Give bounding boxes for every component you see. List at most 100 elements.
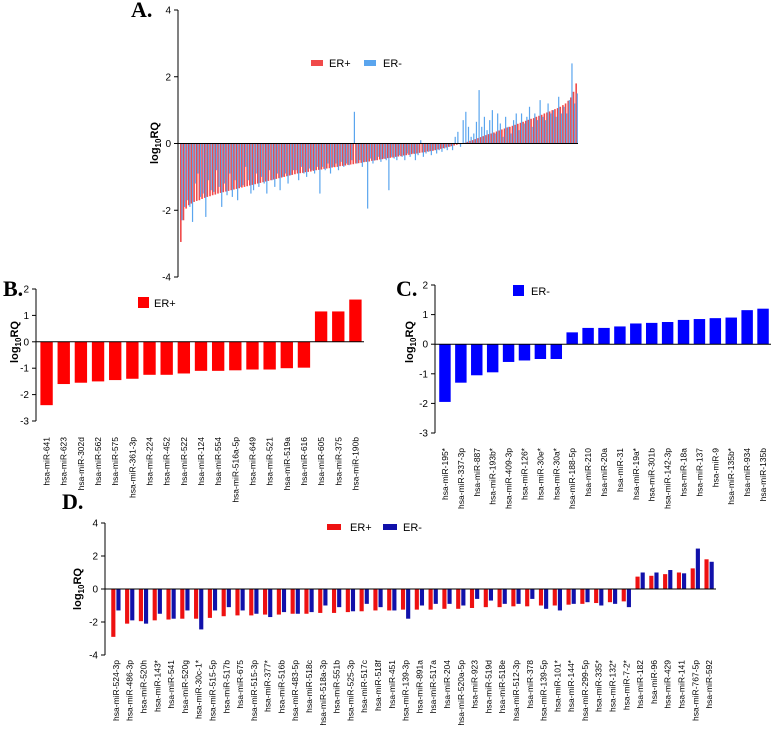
bar-er-pos — [347, 143, 349, 165]
category-label: hsa-miR-96 — [649, 660, 659, 704]
panel-b-legend-label: ER+ — [154, 298, 176, 310]
panel-b-axis: 2 1 0 -1 -2 -3 — [20, 285, 364, 428]
bar-er-pos — [256, 143, 259, 184]
bar-er-neg — [507, 126, 509, 144]
bar-er-neg — [229, 143, 231, 174]
category-label: hsa-miR-20a — [599, 448, 609, 497]
bar-er-neg — [491, 110, 493, 144]
bar-er-neg — [237, 143, 239, 201]
y-tick-label: 2 — [92, 552, 98, 563]
category-label: hsa-miR-126* — [519, 447, 529, 500]
bar-er-neg — [189, 143, 191, 207]
bar-er-neg — [444, 143, 446, 149]
bar-er-neg — [523, 123, 525, 144]
bar-er-pos — [249, 143, 251, 186]
bar-er-neg — [433, 589, 438, 604]
bar-er-pos — [125, 589, 130, 624]
bar-er-neg — [510, 133, 512, 144]
bar-er-pos — [428, 589, 433, 610]
bar-er-pos — [302, 143, 304, 173]
panel-b: B. ER+ 210-1-2-3 hsa-miR-641 hsa-miR-623 h… — [3, 276, 364, 503]
y-tick-label: 1 — [23, 311, 29, 322]
bar-er-pos — [400, 589, 406, 610]
panel-d-legend-er-pos-swatch — [327, 524, 341, 530]
bar-er-neg — [392, 589, 397, 611]
bar-er-neg — [725, 317, 737, 345]
bar-er-pos — [166, 589, 171, 620]
y-tick-label: 0 — [92, 585, 98, 596]
panel-c: C. ER- 2 1 0 -1 -2 -3 hsa-miR-195* hsa-miR-337… — [396, 276, 771, 509]
bar-er-pos — [272, 143, 275, 180]
bar-er-pos — [376, 143, 378, 161]
y-tick-label: -2 — [20, 390, 29, 401]
bar-er-pos — [564, 103, 567, 144]
bar-er-neg — [255, 143, 257, 174]
category-label: hsa-miR-451 — [387, 660, 397, 709]
bar-er-neg — [185, 589, 190, 611]
bar-er-pos — [195, 143, 198, 201]
category-label: hsa-miR-641 — [42, 437, 52, 486]
bar-er-neg — [382, 143, 385, 159]
bar-er-pos — [190, 143, 193, 204]
bar-er-pos — [580, 589, 585, 604]
bar-er-pos — [249, 589, 254, 616]
bar-er-neg — [343, 143, 345, 167]
bar-er-neg — [226, 589, 231, 608]
bar-er-pos — [251, 143, 254, 185]
bar-er-pos — [177, 341, 191, 374]
bar-er-pos — [548, 111, 551, 144]
bar-er-neg — [550, 113, 552, 144]
bar-er-neg — [308, 143, 310, 169]
bar-er-pos — [227, 143, 230, 191]
bar-er-pos — [448, 143, 450, 147]
bar-er-pos — [294, 143, 296, 175]
bar-er-neg — [626, 589, 631, 608]
bar-er-pos — [198, 143, 201, 201]
bar-er-neg — [473, 133, 475, 144]
category-label: hsa-miR-204 — [442, 660, 452, 709]
bar-er-pos — [332, 311, 345, 342]
bar-er-neg — [438, 143, 440, 151]
category-label: hsa-miR-486-3p — [125, 660, 135, 721]
bar-er-pos — [416, 143, 418, 154]
bar-er-neg — [412, 143, 414, 154]
bar-er-pos — [318, 143, 320, 170]
bar-er-pos — [424, 143, 426, 153]
category-label: hsa-miR-188-5p — [567, 448, 577, 509]
y-tick-label: 1 — [422, 310, 428, 321]
bar-er-neg — [213, 143, 215, 192]
bar-er-neg — [345, 143, 348, 164]
bar-er-pos — [379, 143, 381, 160]
bar-er-neg — [481, 126, 483, 144]
bar-er-pos — [397, 143, 400, 157]
bar-er-pos — [456, 589, 461, 609]
bar-er-pos — [201, 143, 203, 199]
bar-er-pos — [363, 143, 365, 163]
bar-er-pos — [373, 589, 378, 611]
bar-er-neg — [367, 143, 369, 209]
bar-er-neg — [534, 113, 536, 144]
bar-er-pos — [310, 143, 312, 172]
bar-er-pos — [238, 143, 240, 189]
bar-er-pos — [211, 143, 214, 196]
bar-er-neg — [295, 143, 297, 171]
bar-er-neg — [183, 143, 186, 207]
bar-er-neg — [461, 589, 466, 606]
bar-er-neg — [516, 589, 521, 604]
bar-er-pos — [267, 143, 270, 181]
bar-er-neg — [231, 143, 233, 197]
bar-er-pos — [111, 589, 116, 637]
bar-er-pos — [290, 589, 295, 614]
bar-er-neg — [186, 143, 188, 201]
bar-er-neg — [518, 344, 531, 361]
category-label: hsa-miR-517c — [359, 659, 369, 713]
bar-er-pos — [455, 143, 458, 145]
category-label: hsa-miR-923 — [470, 660, 480, 709]
bar-er-neg — [661, 322, 674, 345]
bar-er-pos — [235, 143, 238, 189]
bar-er-neg — [199, 589, 204, 630]
bar-er-pos — [291, 143, 294, 175]
bar-er-pos — [243, 143, 246, 187]
bar-er-pos — [386, 143, 389, 159]
category-label: hsa-miR-934 — [742, 448, 752, 497]
